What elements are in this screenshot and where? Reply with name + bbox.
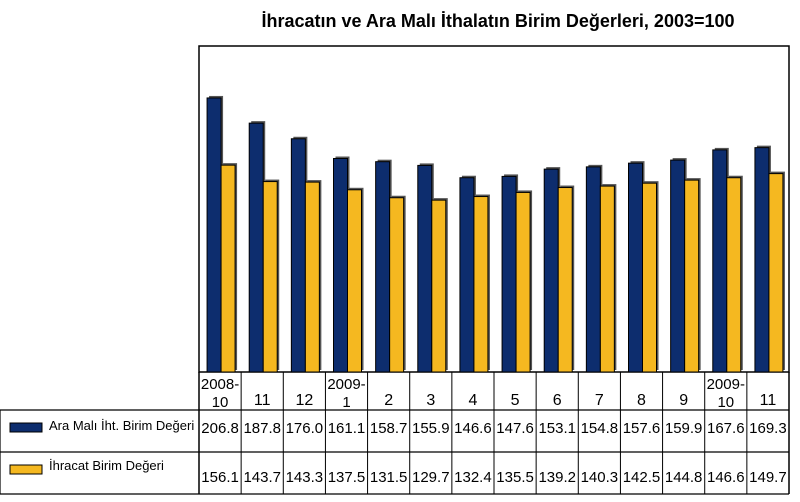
tick-label: 2 — [384, 392, 393, 409]
legend-label: Ara Malı İht. Birim Değeri — [49, 418, 194, 433]
tick-label: 7 — [595, 392, 604, 409]
bar-ihracat — [599, 185, 615, 373]
bar-ihracat — [515, 191, 531, 373]
bar-ara-mali — [754, 147, 770, 373]
data-label: 142.5 — [623, 469, 661, 486]
bar-ihracat — [642, 182, 657, 373]
bar-ara-mali — [333, 158, 348, 373]
tick-label: 11 — [760, 392, 777, 409]
data-label: 146.6 — [707, 469, 745, 486]
bar-ara-mali — [206, 97, 222, 373]
data-label: 154.8 — [581, 420, 619, 437]
tick-label: 3 — [426, 392, 435, 409]
tick-label: 2009- — [707, 376, 745, 393]
bar-ara-mali — [628, 162, 643, 373]
bar-ara-mali — [375, 161, 391, 373]
data-label: 156.1 — [201, 469, 239, 486]
bar-ihracat — [304, 181, 320, 373]
tick-label: 10 — [212, 394, 229, 411]
tick-label: 2008- — [201, 376, 239, 393]
bar-ara-mali — [712, 149, 728, 373]
data-label: 146.6 — [454, 420, 492, 437]
tick-label: 11 — [254, 392, 271, 409]
data-label: 143.3 — [286, 469, 324, 486]
data-label: 176.0 — [286, 420, 324, 437]
tick-label: 2009- — [327, 376, 365, 393]
data-label: 135.5 — [496, 469, 534, 486]
legend-label: İhracat Birim Değeri — [49, 458, 164, 473]
chart-title: İhracatın ve Ara Malı İthalatın Birim De… — [261, 11, 734, 31]
data-label: 149.7 — [749, 469, 787, 486]
data-label: 132.4 — [454, 469, 492, 486]
data-label: 129.7 — [412, 469, 450, 486]
bar-ara-mali — [248, 122, 264, 373]
data-label: 147.6 — [496, 420, 534, 437]
bar-ara-mali — [670, 159, 686, 373]
bar-ara-mali — [459, 177, 475, 373]
data-label: 206.8 — [201, 420, 239, 437]
data-label: 140.3 — [581, 469, 619, 486]
tick-label: 4 — [468, 392, 477, 409]
tick-label: 6 — [553, 392, 562, 409]
tick-label: 1 — [342, 394, 350, 411]
legend-swatch — [9, 464, 43, 475]
tick-label: 9 — [679, 392, 688, 409]
data-label: 144.8 — [665, 469, 703, 486]
tick-label: 8 — [637, 392, 646, 409]
bar-ara-mali — [543, 168, 559, 373]
bar-ihracat — [557, 187, 573, 373]
bar-ihracat — [431, 199, 447, 373]
tick-label: 5 — [511, 392, 520, 409]
data-label: 131.5 — [370, 469, 408, 486]
bar-ihracat — [389, 197, 405, 373]
data-label: 167.6 — [707, 420, 745, 437]
data-label: 139.2 — [538, 469, 576, 486]
data-label: 155.9 — [412, 420, 450, 437]
tick-label: 12 — [295, 392, 313, 409]
bar-ara-mali — [501, 175, 517, 373]
bars — [198, 45, 790, 373]
bar-ara-mali — [585, 166, 601, 373]
bar-ihracat — [347, 189, 362, 373]
bar-ara-mali — [290, 138, 306, 373]
legend-swatch — [9, 422, 43, 433]
data-label: 143.7 — [243, 469, 281, 486]
data-label: 187.8 — [243, 420, 281, 437]
data-label: 153.1 — [538, 420, 576, 437]
bar-ara-mali — [417, 164, 433, 373]
bar-ihracat — [262, 181, 278, 373]
data-label: 161.1 — [328, 420, 366, 437]
bar-ihracat — [684, 179, 700, 373]
bar-ihracat — [768, 173, 784, 373]
bar-ihracat — [220, 164, 236, 373]
data-label: 137.5 — [328, 469, 366, 486]
bar-ihracat — [473, 196, 489, 373]
bar-ihracat — [726, 177, 742, 373]
data-label: 159.9 — [665, 420, 703, 437]
data-label: 158.7 — [370, 420, 408, 437]
tick-label: 10 — [717, 394, 734, 411]
data-label: 157.6 — [623, 420, 661, 437]
data-label: 169.3 — [749, 420, 787, 437]
